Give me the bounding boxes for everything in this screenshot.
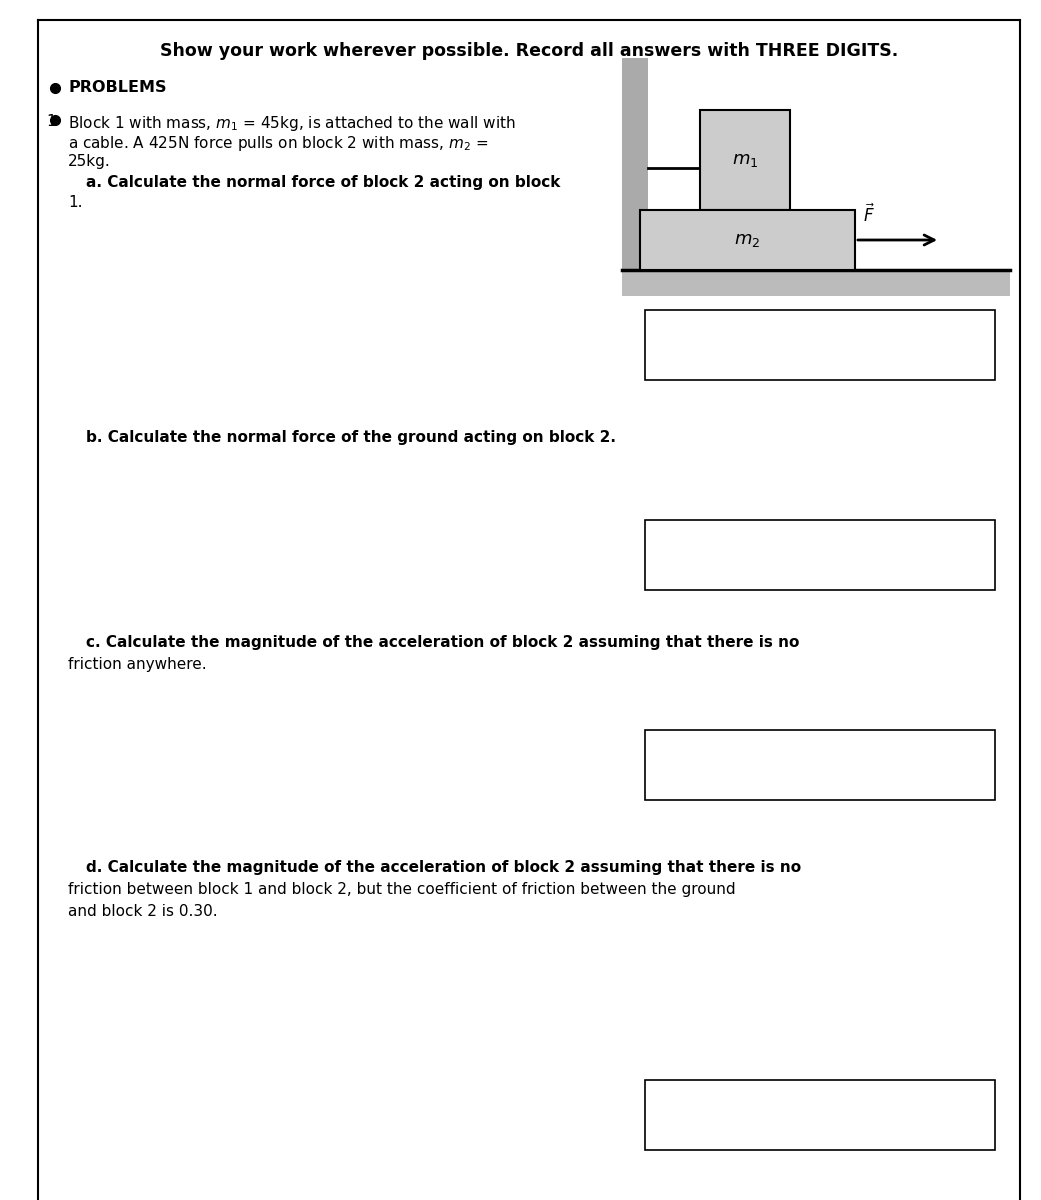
Text: 1.: 1. bbox=[68, 194, 82, 210]
Text: 25kg.: 25kg. bbox=[68, 154, 110, 169]
Bar bbox=[645, 1080, 995, 1150]
Bar bbox=[645, 730, 995, 800]
Bar bbox=[623, 58, 648, 278]
Text: b. Calculate the normal force of the ground acting on block 2.: b. Calculate the normal force of the gro… bbox=[86, 430, 616, 445]
Text: $m_1$: $m_1$ bbox=[732, 151, 758, 169]
Text: friction between block 1 and block 2, but the coefficient of friction between th: friction between block 1 and block 2, bu… bbox=[68, 882, 736, 898]
Text: PROBLEMS: PROBLEMS bbox=[68, 80, 167, 96]
Text: $\vec{F}$: $\vec{F}$ bbox=[863, 204, 874, 226]
Text: c. Calculate the magnitude of the acceleration of block 2 assuming that there is: c. Calculate the magnitude of the accele… bbox=[86, 635, 799, 650]
Bar bbox=[700, 110, 790, 210]
Text: Show your work wherever possible. Record all answers with THREE DIGITS.: Show your work wherever possible. Record… bbox=[160, 42, 898, 60]
Bar bbox=[645, 520, 995, 590]
Text: and block 2 is 0.30.: and block 2 is 0.30. bbox=[68, 904, 218, 919]
Text: a cable. A 425N force pulls on block 2 with mass, $m_2$ =: a cable. A 425N force pulls on block 2 w… bbox=[68, 134, 488, 152]
Text: $m_2$: $m_2$ bbox=[734, 230, 761, 248]
Text: friction anywhere.: friction anywhere. bbox=[68, 658, 206, 672]
Text: Block 1 with mass, $m_1$ = 45kg, is attached to the wall with: Block 1 with mass, $m_1$ = 45kg, is atta… bbox=[68, 114, 515, 133]
Text: 1: 1 bbox=[46, 114, 55, 128]
Bar bbox=[645, 310, 995, 380]
Bar bbox=[640, 210, 855, 270]
Text: d. Calculate the magnitude of the acceleration of block 2 assuming that there is: d. Calculate the magnitude of the accele… bbox=[86, 860, 802, 875]
Text: a. Calculate the normal force of block 2 acting on block: a. Calculate the normal force of block 2… bbox=[86, 175, 560, 190]
Bar bbox=[623, 270, 1010, 296]
